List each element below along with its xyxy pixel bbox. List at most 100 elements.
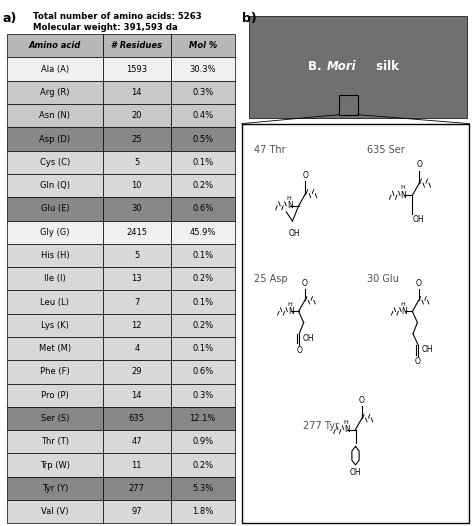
Bar	[7, 244, 103, 267]
Bar	[103, 477, 171, 500]
Bar	[103, 34, 171, 57]
Text: 0.2%: 0.2%	[192, 274, 213, 284]
Bar	[171, 430, 235, 453]
Text: 25: 25	[132, 135, 142, 144]
Text: His (H): His (H)	[41, 251, 69, 260]
Bar	[103, 453, 171, 477]
Text: 4: 4	[134, 344, 139, 353]
Text: 0.1%: 0.1%	[192, 251, 213, 260]
Bar	[171, 407, 235, 430]
Bar	[171, 360, 235, 383]
Bar	[171, 174, 235, 197]
Text: Ser (S): Ser (S)	[41, 414, 69, 423]
Bar	[7, 360, 103, 383]
Text: Lys (K): Lys (K)	[41, 321, 69, 330]
Text: 47: 47	[131, 437, 142, 447]
Text: OH: OH	[303, 334, 315, 343]
Text: Trp (W): Trp (W)	[40, 461, 70, 470]
Bar	[171, 197, 235, 220]
Text: N: N	[287, 201, 292, 210]
Bar	[7, 197, 103, 220]
Text: 12: 12	[132, 321, 142, 330]
Text: Ala (A): Ala (A)	[41, 65, 69, 74]
Text: 0.4%: 0.4%	[192, 111, 213, 120]
Bar	[171, 104, 235, 127]
Text: 0.5%: 0.5%	[192, 135, 213, 144]
Text: 25 Asp: 25 Asp	[254, 274, 287, 284]
Text: 30: 30	[131, 205, 142, 214]
Text: 13: 13	[131, 274, 142, 284]
Text: Mol %: Mol %	[189, 42, 217, 50]
Bar	[7, 81, 103, 104]
Text: Glu (E): Glu (E)	[41, 205, 69, 214]
Text: 0.2%: 0.2%	[192, 461, 213, 470]
Text: 5: 5	[134, 158, 139, 167]
Bar	[103, 244, 171, 267]
Bar	[171, 453, 235, 477]
Bar	[103, 337, 171, 360]
Text: Asp (D): Asp (D)	[39, 135, 71, 144]
Text: 0.3%: 0.3%	[192, 88, 213, 97]
Text: Met (M): Met (M)	[39, 344, 71, 353]
Bar	[103, 500, 171, 523]
Bar	[103, 197, 171, 220]
Text: 97: 97	[131, 507, 142, 516]
Bar	[339, 95, 358, 115]
Text: 2415: 2415	[126, 228, 147, 237]
Text: OH: OH	[413, 215, 425, 224]
Bar	[7, 127, 103, 150]
Text: 5.3%: 5.3%	[192, 484, 213, 493]
Bar	[171, 57, 235, 81]
Bar	[171, 267, 235, 290]
Bar	[171, 313, 235, 337]
Bar	[103, 150, 171, 174]
Bar	[249, 16, 467, 118]
Text: Ile (I): Ile (I)	[44, 274, 66, 284]
Bar	[171, 34, 235, 57]
Bar	[7, 430, 103, 453]
Bar	[171, 244, 235, 267]
Bar	[103, 57, 171, 81]
Text: 11: 11	[132, 461, 142, 470]
Bar	[7, 150, 103, 174]
Bar	[103, 290, 171, 313]
Text: silk: silk	[372, 60, 399, 73]
Text: 0.3%: 0.3%	[192, 391, 213, 400]
Text: Phe (F): Phe (F)	[40, 368, 70, 377]
Bar	[103, 360, 171, 383]
Bar	[7, 383, 103, 407]
Bar	[171, 500, 235, 523]
Text: 1.8%: 1.8%	[192, 507, 213, 516]
Bar	[103, 383, 171, 407]
Bar	[171, 220, 235, 244]
Text: 29: 29	[132, 368, 142, 377]
Text: H: H	[287, 302, 292, 307]
Bar	[103, 81, 171, 104]
Bar	[171, 127, 235, 150]
Text: 0.6%: 0.6%	[192, 205, 213, 214]
Bar	[7, 174, 103, 197]
Bar	[103, 267, 171, 290]
Text: N: N	[401, 307, 408, 316]
Text: H: H	[286, 196, 291, 200]
Bar	[7, 34, 103, 57]
Text: 635 Ser: 635 Ser	[367, 145, 405, 155]
Text: N: N	[345, 425, 350, 434]
Text: O: O	[359, 396, 365, 405]
Bar	[171, 383, 235, 407]
Text: 277 Tyr: 277 Tyr	[303, 421, 339, 431]
Text: Mori: Mori	[327, 60, 356, 73]
Bar	[7, 337, 103, 360]
Text: Tyr (Y): Tyr (Y)	[42, 484, 68, 493]
Bar	[7, 313, 103, 337]
Text: 0.9%: 0.9%	[192, 437, 213, 447]
Bar	[7, 407, 103, 430]
Bar	[171, 477, 235, 500]
Bar	[7, 453, 103, 477]
Text: Gln (Q): Gln (Q)	[40, 181, 70, 190]
Text: H: H	[401, 302, 406, 307]
Text: 12.1%: 12.1%	[190, 414, 216, 423]
Text: 0.2%: 0.2%	[192, 181, 213, 190]
Text: OH: OH	[422, 345, 433, 354]
Bar	[7, 57, 103, 81]
